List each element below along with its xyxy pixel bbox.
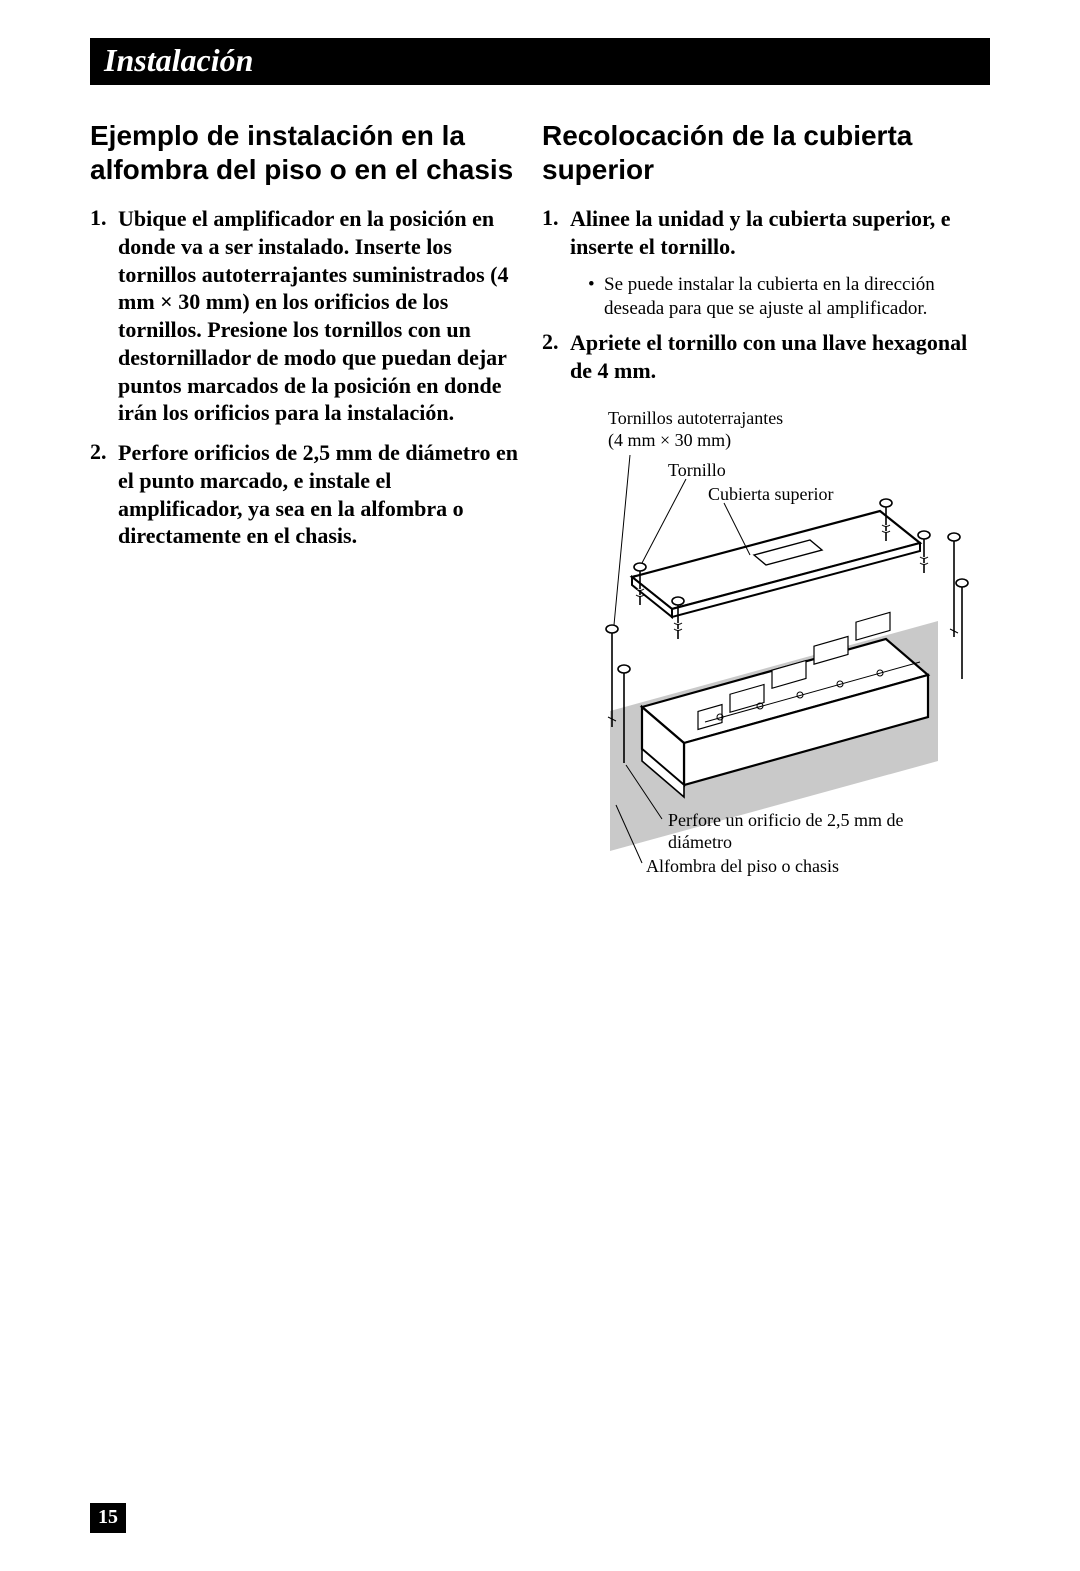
figure-label-floor: Alfombra del piso o chasis	[646, 855, 839, 878]
left-step-list: 1. Ubique el amplificador en la posición…	[90, 205, 518, 550]
page-header: Instalación	[90, 38, 990, 85]
header-title: Instalación	[104, 42, 253, 78]
step-note: • Se puede instalar la cubierta en la di…	[588, 273, 990, 322]
step-number: 1.	[542, 205, 570, 260]
step-text: Ubique el amplificador en la posición en…	[118, 205, 518, 427]
right-step-list: 1. Alinee la unidad y la cubierta superi…	[542, 205, 990, 385]
right-section-title: Recolocación de la cubierta superior	[542, 119, 990, 187]
left-section-title: Ejemplo de instalación en la alfombra de…	[90, 119, 518, 187]
step-number: 2.	[542, 329, 570, 384]
installation-figure: Tornillos autoterrajantes (4 mm × 30 mm)…	[560, 407, 990, 887]
step-text: Apriete el tornillo con una llave hexago…	[570, 329, 990, 384]
list-item: 2. Perfore orificios de 2,5 mm de diámet…	[90, 439, 518, 550]
list-item: 2. Apriete el tornillo con una llave hex…	[542, 329, 990, 384]
step-text: Alinee la unidad y la cubierta superior,…	[570, 205, 990, 260]
content-columns: Ejemplo de instalación en la alfombra de…	[90, 119, 990, 887]
left-column: Ejemplo de instalación en la alfombra de…	[90, 119, 518, 887]
step-note-text: Se puede instalar la cubierta en la dire…	[604, 273, 990, 322]
step-text: Perfore orificios de 2,5 mm de diámetro …	[118, 439, 518, 550]
figure-label-cover: Cubierta superior	[708, 483, 833, 506]
figure-label-screws: Tornillos autoterrajantes (4 mm × 30 mm)	[608, 407, 783, 452]
list-item: 1. Ubique el amplificador en la posición…	[90, 205, 518, 427]
step-number: 1.	[90, 205, 118, 427]
figure-label-hole: Perfore un orificio de 2,5 mm de diámetr…	[668, 809, 948, 854]
right-column: Recolocación de la cubierta superior 1. …	[542, 119, 990, 887]
figure-label-tornillo: Tornillo	[668, 459, 726, 482]
page-number: 15	[90, 1503, 126, 1533]
bullet-icon: •	[588, 273, 604, 322]
list-item: 1. Alinee la unidad y la cubierta superi…	[542, 205, 990, 321]
step-number: 2.	[90, 439, 118, 550]
